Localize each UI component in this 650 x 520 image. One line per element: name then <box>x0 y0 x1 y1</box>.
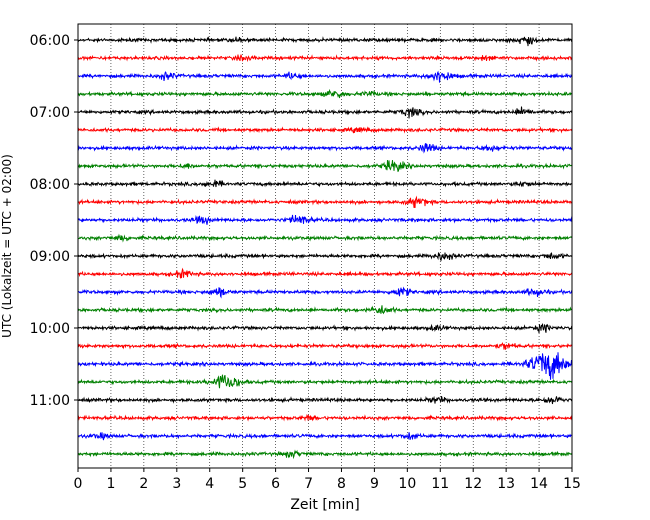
x-tick-label: 0 <box>74 476 83 492</box>
x-tick-label: 9 <box>370 476 379 492</box>
y-tick-label: 08:00 <box>30 177 70 193</box>
y-tick-label: 07:00 <box>30 105 70 121</box>
y-axis-ticks: 06:00 07:00 08:00 09:00 10:00 11:00 <box>30 33 78 409</box>
x-tick-label: 4 <box>205 476 214 492</box>
seismogram-trace-18 <box>77 352 573 380</box>
y-tick-label: 06:00 <box>30 33 70 49</box>
minute-grid <box>110 24 540 468</box>
seismogram-trace-17 <box>77 341 573 350</box>
seismogram-trace-22 <box>77 432 573 441</box>
x-tick-label: 14 <box>530 476 548 492</box>
seismogram-trace-0 <box>77 36 573 47</box>
seismogram-trace-13 <box>77 267 572 279</box>
seismogram-trace-3 <box>77 88 573 99</box>
x-tick-label: 3 <box>172 476 181 492</box>
x-tick-label: 6 <box>271 476 280 492</box>
seismogram-traces <box>77 36 573 460</box>
seismogram-trace-5 <box>77 126 573 134</box>
seismogram-trace-19 <box>77 374 573 389</box>
seismogram-trace-16 <box>77 323 573 334</box>
x-tick-label: 8 <box>337 476 346 492</box>
seismogram-trace-2 <box>77 70 573 83</box>
x-tick-label: 7 <box>304 476 313 492</box>
seismogram-trace-9 <box>77 195 573 209</box>
x-tick-label: 5 <box>238 476 247 492</box>
x-tick-label: 13 <box>497 476 515 492</box>
plot-frame <box>77 23 573 469</box>
x-axis-label: Zeit [min] <box>290 497 359 513</box>
x-tick-label: 1 <box>106 476 115 492</box>
seismogram-trace-20 <box>77 395 573 405</box>
seismogram-trace-8 <box>78 179 573 188</box>
seismogram-trace-1 <box>77 54 573 63</box>
x-axis-ticks: 0 1 2 3 4 5 6 7 8 9 10 11 12 13 14 15 <box>74 468 581 492</box>
seismogram-trace-15 <box>77 305 573 315</box>
x-tick-label: 10 <box>398 476 416 492</box>
x-tick-label: 11 <box>431 476 449 492</box>
y-axis-label: UTC (Lokalzeit = UTC + 02:00) <box>0 154 14 338</box>
seismogram-trace-21 <box>77 413 573 422</box>
x-tick-label: 12 <box>464 476 482 492</box>
y-tick-label: 10:00 <box>30 321 70 337</box>
seismogram-trace-6 <box>77 143 573 154</box>
seismogram-trace-4 <box>77 106 573 119</box>
seismogram-trace-12 <box>77 252 573 262</box>
y-tick-label: 11:00 <box>30 393 70 409</box>
seismogram-trace-23 <box>77 449 573 460</box>
y-tick-label: 09:00 <box>30 249 70 265</box>
seismogram-trace-10 <box>77 214 573 225</box>
seismogram-trace-11 <box>77 233 573 243</box>
x-tick-label: 2 <box>139 476 148 492</box>
seismogram-trace-14 <box>77 286 573 299</box>
seismogram-trace-7 <box>77 160 572 173</box>
x-tick-label: 15 <box>563 476 581 492</box>
